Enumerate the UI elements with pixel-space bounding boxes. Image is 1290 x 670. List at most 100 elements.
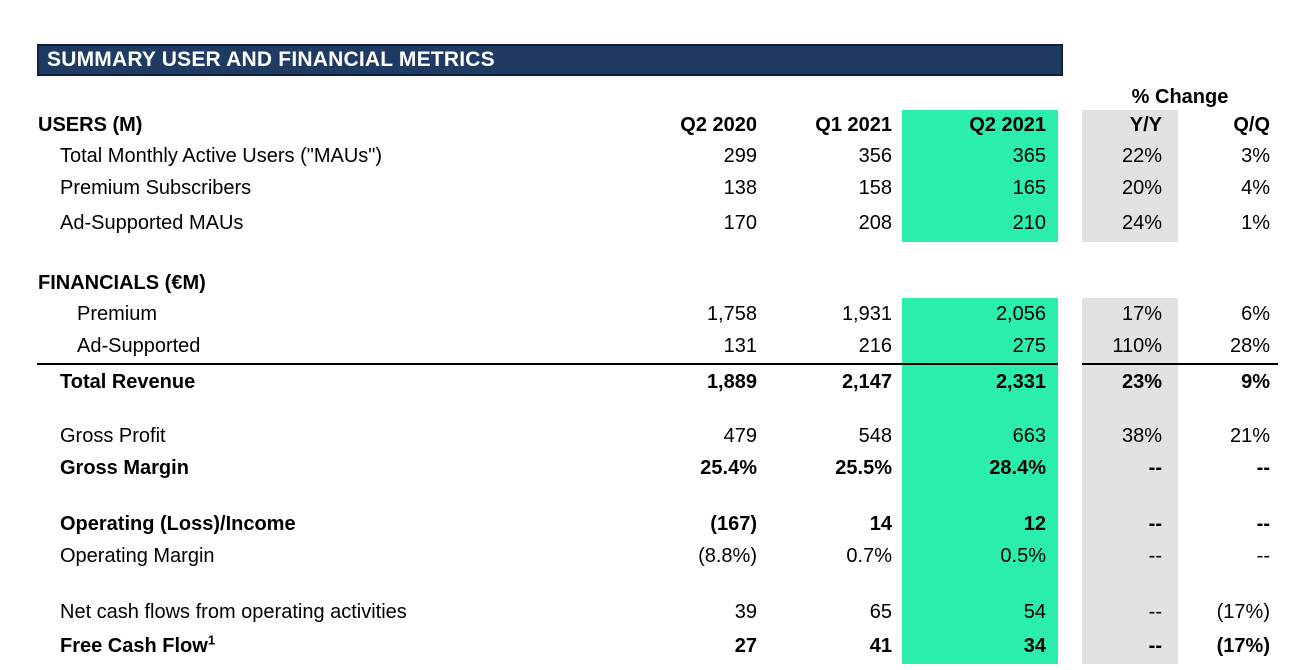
cell-c2-premium-revenue: 1,931: [841, 302, 892, 325]
cell-c1-net-cash-flows: 39: [734, 600, 757, 623]
cell-c4-spacer-revenue-gross: [1082, 400, 1178, 420]
cell-c3-spacer-operating-cash: [902, 572, 1058, 596]
cell-c4-spacer-operating-cash: [1082, 572, 1178, 596]
cell-label-premium-revenue: Premium: [77, 302, 158, 325]
cell-c4-premium-revenue: 17%: [1082, 298, 1178, 330]
cell-c3-ad-supported-maus: 210: [902, 204, 1058, 242]
cell-label-spacer-gross-operating: [37, 484, 637, 508]
cell-c2-operating-loss-income: 14: [869, 512, 892, 535]
cell-c1-spacer-users-financials: [637, 242, 767, 268]
cell-gap: [1058, 596, 1082, 628]
cell-c2-total-revenue: 2,147: [841, 371, 892, 393]
row-ad-supported-revenue: Ad-Supported 131 216 275 110% 28%: [37, 330, 1278, 365]
cell-c5-spacer-revenue-gross: [1178, 400, 1278, 420]
row-operating-margin: Operating Margin (8.8%) 0.7% 0.5% -- --: [37, 540, 1278, 572]
cell-c3-total-revenue: 2,331: [902, 364, 1058, 400]
cell-gap: [1058, 330, 1082, 364]
cell-c3-financials-section: [902, 268, 1058, 298]
row-spacer-gross-operating: [37, 484, 1278, 508]
cell-gap: [1058, 400, 1082, 420]
cell-c4-spacer-gross-operating: [1082, 484, 1178, 508]
cell-gap: [1058, 298, 1082, 330]
cell-c2-ad-supported-revenue: 216: [767, 330, 902, 365]
cell-c4-financials-section: [1082, 268, 1178, 298]
cell-c2-financials-section: [767, 268, 902, 298]
cell-c4-operating-loss-income: --: [1082, 508, 1178, 540]
cell-c3-gross-margin: 28.4%: [902, 452, 1058, 484]
cell-gap: [1058, 572, 1082, 596]
cell-c5-net-cash-flows: (17%): [1216, 600, 1270, 623]
cell-c4-operating-margin: --: [1082, 540, 1178, 572]
cell-c3-gross-profit: 663: [902, 420, 1058, 452]
cell-c5-ad-supported-revenue: 28%: [1178, 330, 1278, 365]
cell-c2-spacer-gross-operating: [767, 484, 902, 508]
cell-c2-net-cash-flows: 65: [869, 600, 892, 623]
cell-gap: [1058, 242, 1082, 268]
cell-c3-operating-margin: 0.5%: [902, 540, 1058, 572]
cell-c3-operating-loss-income: 12: [902, 508, 1058, 540]
cell-c2-spacer-operating-cash: [767, 572, 902, 596]
cell-gap: [1058, 204, 1082, 242]
cell-c3-spacer-users-financials: [902, 242, 1058, 268]
cell-c5-column-header-users: Q/Q: [1233, 113, 1270, 136]
section-title-bar: SUMMARY USER AND FINANCIAL METRICS: [37, 44, 1063, 76]
cell-label-gross-profit: Gross Profit: [60, 424, 166, 447]
cell-label-operating-loss-income: Operating (Loss)/Income: [60, 512, 296, 535]
cell-gap: [1058, 110, 1082, 140]
cell-gap: [1058, 172, 1082, 204]
cell-c5-ad-supported-maus: 1%: [1241, 211, 1270, 234]
cell-c4-column-header-users: Y/Y: [1082, 110, 1178, 140]
cell-c4-premium-subscribers: 20%: [1082, 172, 1178, 204]
cell-label-ad-supported-maus: Ad-Supported MAUs: [60, 211, 244, 234]
cell-c5-financials-section: [1178, 268, 1278, 298]
cell-c1-gross-profit: 479: [723, 424, 757, 447]
cell-c5-total-revenue: 9%: [1241, 371, 1270, 393]
cell-c4-gross-margin: --: [1082, 452, 1178, 484]
section-title: SUMMARY USER AND FINANCIAL METRICS: [47, 48, 495, 71]
cell-gap: [1058, 508, 1082, 540]
cell-c3-free-cash-flow: 34: [902, 628, 1058, 664]
cell-c1-spacer-gross-operating: [637, 484, 767, 508]
cell-c2-gross-margin: 25.5%: [835, 456, 892, 479]
cell-c5-gross-margin: --: [1256, 456, 1270, 479]
cell-c1-financials-section: [637, 268, 767, 298]
cell-c4-total-maus: 22%: [1082, 140, 1178, 172]
row-column-header-users: USERS (M) Q2 2020 Q1 2021 Q2 2021 Y/Y Q/Q: [37, 110, 1278, 140]
cell-c3-spacer-revenue-gross: [902, 400, 1058, 420]
cell-c1-premium-revenue: 1,758: [706, 302, 757, 325]
cell-label-total-revenue: Total Revenue: [60, 371, 196, 393]
cell-c2-total-maus: 356: [858, 144, 892, 167]
cell-c5-operating-margin: --: [1256, 544, 1270, 567]
row-gross-profit: Gross Profit 479 548 663 38% 21%: [37, 420, 1278, 452]
metrics-table: USERS (M) Q2 2020 Q1 2021 Q2 2021 Y/Y Q/Q Tota…: [37, 110, 1278, 664]
cell-c4-net-cash-flows: --: [1082, 596, 1178, 628]
cell-c5-spacer-gross-operating: [1178, 484, 1278, 508]
cell-c4-spacer-users-financials: [1082, 242, 1178, 268]
cell-label-net-cash-flows: Net cash flows from operating activities: [60, 600, 407, 623]
cell-c3-ad-supported-revenue: 275: [902, 330, 1058, 365]
cell-c1-ad-supported-maus: 170: [723, 211, 757, 234]
cell-c4-ad-supported-revenue: 110%: [1082, 330, 1178, 365]
cell-c2-premium-subscribers: 158: [858, 176, 892, 199]
cell-c5-premium-revenue: 6%: [1241, 302, 1270, 325]
cell-c4-ad-supported-maus: 24%: [1082, 204, 1178, 242]
cell-c2-operating-margin: 0.7%: [846, 544, 892, 567]
cell-c5-premium-subscribers: 4%: [1241, 176, 1270, 199]
cell-c5-gross-profit: 21%: [1229, 424, 1270, 447]
row-spacer-users-financials: [37, 242, 1278, 268]
cell-c1-spacer-revenue-gross: [637, 400, 767, 420]
cell-c2-gross-profit: 548: [858, 424, 892, 447]
cell-c4-total-revenue: 23%: [1082, 364, 1178, 400]
cell-label-spacer-operating-cash: [37, 572, 637, 596]
percent-change-header: % Change: [1131, 86, 1229, 108]
row-spacer-revenue-gross: [37, 400, 1278, 420]
cell-c4-free-cash-flow: --: [1082, 628, 1178, 664]
cell-c1-total-revenue: 1,889: [706, 371, 757, 393]
cell-c5-operating-loss-income: --: [1256, 512, 1270, 535]
cell-label-ad-supported-revenue: Ad-Supported: [37, 330, 637, 365]
row-financials-section: FINANCIALS (€M): [37, 268, 1278, 298]
cell-c5-spacer-users-financials: [1178, 242, 1278, 268]
row-spacer-operating-cash: [37, 572, 1278, 596]
cell-c2-spacer-users-financials: [767, 242, 902, 268]
cell-c3-spacer-gross-operating: [902, 484, 1058, 508]
